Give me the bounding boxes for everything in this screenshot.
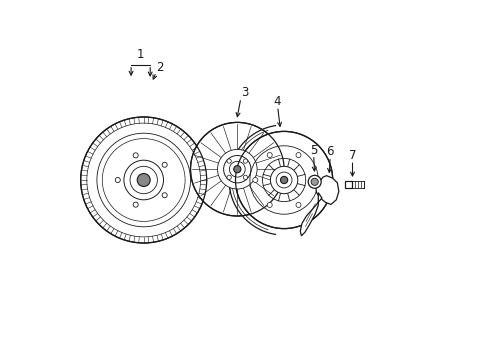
FancyBboxPatch shape (344, 181, 352, 188)
Circle shape (307, 175, 321, 188)
Circle shape (115, 177, 120, 183)
Text: 5: 5 (309, 144, 317, 157)
Circle shape (162, 162, 167, 167)
Circle shape (243, 175, 247, 180)
Text: 3: 3 (240, 86, 248, 99)
Polygon shape (315, 176, 338, 204)
Circle shape (233, 166, 241, 173)
Circle shape (310, 178, 318, 185)
Circle shape (133, 202, 138, 207)
Text: 2: 2 (156, 61, 163, 74)
Circle shape (137, 174, 150, 186)
Circle shape (252, 177, 257, 183)
Circle shape (266, 153, 272, 158)
Circle shape (226, 175, 231, 180)
Circle shape (270, 166, 297, 194)
Circle shape (310, 177, 315, 183)
Circle shape (295, 153, 301, 158)
Circle shape (295, 202, 301, 207)
Text: 4: 4 (273, 95, 281, 108)
Circle shape (162, 193, 167, 198)
Text: 6: 6 (326, 145, 333, 158)
Circle shape (280, 176, 287, 184)
Circle shape (235, 131, 332, 229)
Circle shape (276, 172, 291, 188)
Circle shape (123, 160, 163, 200)
Circle shape (190, 122, 284, 216)
Circle shape (130, 166, 157, 194)
Circle shape (81, 117, 206, 243)
Text: 7: 7 (348, 149, 356, 162)
Circle shape (223, 156, 250, 183)
Circle shape (266, 202, 272, 207)
Text: 1: 1 (137, 48, 144, 61)
Circle shape (243, 159, 247, 163)
Circle shape (226, 159, 231, 163)
Circle shape (133, 153, 138, 158)
Circle shape (229, 161, 244, 177)
Circle shape (217, 149, 257, 189)
Polygon shape (300, 193, 321, 236)
